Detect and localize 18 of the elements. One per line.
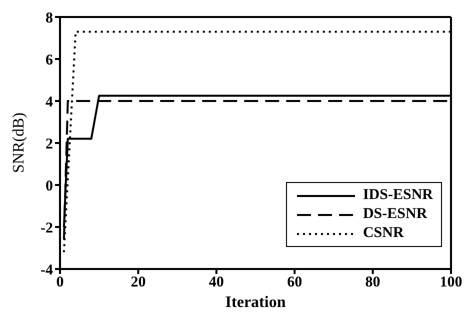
y-tick-label: 8 [46,10,53,26]
y-tick-label: -2 [40,220,53,236]
x-tick-label: 60 [287,274,302,291]
x-tick-label: 0 [56,274,64,291]
y-tick-label: 2 [46,136,53,152]
x-tick-label: 80 [365,274,380,291]
y-tick-label: 4 [46,94,54,110]
x-tick-label: 20 [130,274,146,291]
x-tick-label: 40 [208,274,224,291]
y-tick-label: 6 [46,52,54,68]
y-axis-title: SNR(dB) [10,112,28,173]
y-tick-label: 0 [46,178,53,194]
x-tick-label: 100 [440,274,462,291]
legend-label: DS-ESNR [362,205,428,224]
legend-label: CSNR [362,224,404,243]
legend-label: IDS-ESNR [362,186,433,205]
y-tick-label: -4 [40,262,54,278]
x-axis-title: Iteration [225,294,286,311]
